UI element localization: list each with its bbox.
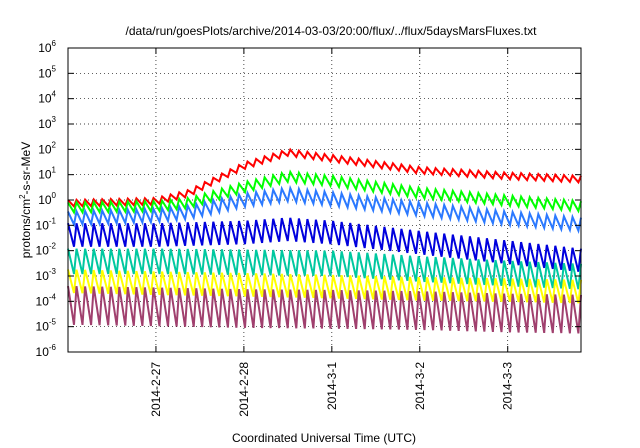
y-tick-label: 10-5 — [36, 318, 57, 334]
y-tick-label: 10-6 — [36, 343, 57, 359]
y-tick-label: 103 — [38, 115, 56, 131]
series-line-1 — [67, 147, 582, 209]
y-tick-label: 106 — [38, 39, 56, 55]
series-line-5 — [67, 248, 582, 290]
series-layer — [67, 147, 582, 334]
y-tick-label: 10-1 — [36, 216, 57, 232]
series-line-2 — [67, 169, 582, 215]
y-tick-labels: 10-6 10-5 10-4 10-3 10-2 10-1 100 101 102 103 104 1… — [36, 39, 581, 359]
x-tick-label: 2014-2-28 — [237, 362, 251, 417]
y-axis-label: protons/cm2-s-sr-MeV — [18, 142, 33, 258]
x-tick-labels: 2014-2-27 2014-2-28 2014-3-1 2014-3-2 2014-3… — [149, 48, 515, 417]
x-tick-label: 2014-2-27 — [149, 362, 163, 417]
y-tick-label: 100 — [38, 191, 56, 207]
x-tick-label: 2014-3-3 — [501, 362, 515, 410]
chart-title: /data/run/goesPlots/archive/2014-03-03/2… — [126, 24, 538, 38]
x-tick-label: 2014-3-2 — [413, 362, 427, 410]
x-tick-label: 2014-3-1 — [325, 362, 339, 410]
y-tick-label: 10-2 — [36, 242, 57, 258]
series-line-3 — [67, 184, 582, 235]
y-tick-label: 10-3 — [36, 267, 57, 283]
series-line-6 — [67, 269, 582, 304]
y-tick-label: 104 — [38, 90, 56, 106]
y-tick-label: 10-4 — [36, 292, 57, 308]
y-tick-label: 105 — [38, 64, 56, 80]
y-tick-label: 102 — [38, 140, 56, 156]
series-line-4 — [67, 217, 582, 272]
series-line-7 — [67, 285, 582, 334]
y-tick-label: 101 — [38, 166, 56, 182]
x-axis-label: Coordinated Universal Time (UTC) — [232, 431, 416, 445]
